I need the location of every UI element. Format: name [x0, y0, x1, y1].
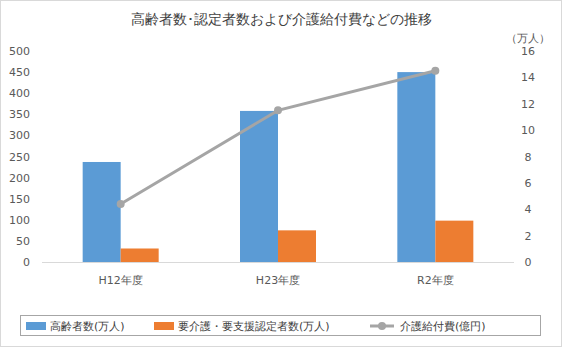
y-tick — [39, 51, 42, 52]
y2-tick — [514, 103, 517, 104]
y2-tick — [514, 235, 517, 236]
y-tick — [39, 135, 42, 136]
y2-tick-label: 4 — [525, 203, 532, 216]
marker — [274, 106, 282, 114]
y-tick — [39, 240, 42, 241]
bar — [121, 248, 159, 262]
y2-tick-label: 16 — [521, 45, 535, 58]
y-tick-label: 150 — [9, 193, 30, 206]
y2-tick — [514, 77, 517, 78]
y-tick-label: 50 — [16, 235, 30, 248]
bar — [435, 221, 473, 262]
chart: 高齢者数･認定者数および介護給付費などの推移（万人）05010015020025… — [0, 0, 562, 347]
y2-axis-label: （万人） — [506, 32, 550, 45]
y2-tick — [514, 182, 517, 183]
marker — [117, 200, 125, 208]
y2-tick-label: 14 — [521, 71, 535, 84]
y-tick — [39, 72, 42, 73]
marks — [83, 67, 474, 262]
y2-tick-label: 6 — [525, 177, 532, 190]
legend-swatch — [154, 322, 174, 330]
y-tick-label: 0 — [23, 256, 30, 269]
bar — [397, 72, 435, 262]
legend-swatch — [378, 322, 386, 330]
y-tick — [39, 219, 42, 220]
y2-tick — [514, 262, 517, 263]
x-tick-label: H23年度 — [256, 274, 300, 287]
y-tick-label: 500 — [9, 45, 30, 58]
legend-label: 高齢者数(万人) — [50, 320, 125, 333]
bar — [83, 162, 121, 262]
y-tick — [39, 114, 42, 115]
y-tick-label: 400 — [9, 87, 30, 100]
y2-tick-label: 8 — [525, 151, 532, 164]
y-tick-label: 200 — [9, 172, 30, 185]
y2-tick — [514, 130, 517, 131]
y-tick-label: 450 — [9, 66, 30, 79]
y2-tick — [514, 156, 517, 157]
y-tick — [39, 156, 42, 157]
y-tick — [39, 198, 42, 199]
y-tick-label: 250 — [9, 151, 30, 164]
y-tick-label: 100 — [9, 214, 30, 227]
legend-frame — [21, 316, 541, 336]
x-tick-label: H12年度 — [99, 274, 143, 287]
legend-label: 要介護・要支援認定者数(万人) — [178, 320, 330, 333]
y2-tick — [514, 51, 517, 52]
line — [121, 71, 436, 204]
bar — [278, 230, 316, 262]
y-tick — [39, 93, 42, 94]
legend-swatch — [26, 322, 46, 330]
y-tick-label: 350 — [9, 108, 30, 121]
chart-frame — [1, 1, 562, 347]
marker — [431, 67, 439, 75]
legend-label: 介護給付費(億円) — [400, 320, 486, 333]
y-tick — [39, 177, 42, 178]
x-tick-label: R2年度 — [417, 274, 454, 287]
y2-tick-label: 12 — [521, 98, 535, 111]
y2-tick-label: 0 — [525, 256, 532, 269]
y-tick-label: 300 — [9, 129, 30, 142]
title: 高齢者数･認定者数および介護給付費などの推移 — [131, 11, 432, 27]
legend: 高齢者数(万人) 要介護・要支援認定者数(万人) 介護給付費(億円) — [21, 316, 541, 336]
x-axis-line — [42, 262, 514, 263]
y-tick — [39, 262, 42, 263]
y2-tick-label: 10 — [521, 124, 535, 137]
y2-tick — [514, 209, 517, 210]
bar — [240, 111, 278, 262]
y2-tick-label: 2 — [525, 230, 532, 243]
